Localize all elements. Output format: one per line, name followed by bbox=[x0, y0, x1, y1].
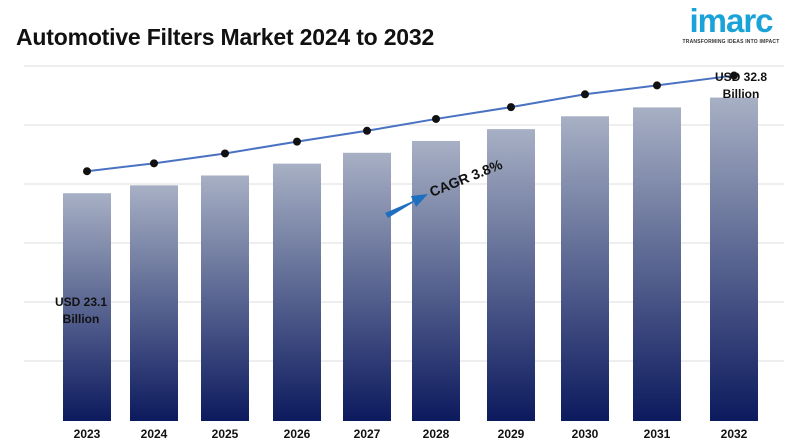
trend-point-2026 bbox=[293, 137, 301, 146]
trend-point-2024 bbox=[150, 159, 158, 168]
bar-2029 bbox=[487, 129, 535, 421]
x-tick-label-2026: 2026 bbox=[284, 427, 311, 439]
start-value-unit: Billion bbox=[62, 312, 100, 326]
trend-point-2031 bbox=[653, 81, 661, 90]
start-value-callout: USD 23.1 Billion bbox=[46, 294, 116, 328]
x-tick-label-2031: 2031 bbox=[644, 427, 671, 439]
bar-2023 bbox=[63, 193, 111, 421]
bar-2031 bbox=[633, 107, 681, 422]
trend-point-2023 bbox=[83, 167, 91, 176]
trend-point-2032 bbox=[730, 71, 738, 80]
x-tick-label-2027: 2027 bbox=[354, 427, 381, 439]
x-tick-label-2024: 2024 bbox=[141, 427, 168, 439]
bars bbox=[63, 97, 758, 422]
start-value-amount: USD 23.1 bbox=[54, 295, 108, 309]
bar-2032 bbox=[710, 97, 758, 422]
trend-line-group bbox=[83, 71, 738, 176]
chart-title: Automotive Filters Market 2024 to 2032 bbox=[16, 24, 435, 50]
imarc-logo: imarc TRANSFORMING IDEAS INTO IMPACT bbox=[682, 4, 780, 50]
bar-2027 bbox=[343, 152, 391, 421]
x-tick-label-2030: 2030 bbox=[572, 427, 599, 439]
bar-2028 bbox=[412, 140, 460, 421]
x-tick-label-2032: 2032 bbox=[721, 427, 748, 439]
x-tick-label-2028: 2028 bbox=[423, 427, 450, 439]
bar-2024 bbox=[130, 185, 178, 421]
end-value-unit: Billion bbox=[722, 87, 760, 101]
logo-wordmark: imarc bbox=[689, 2, 773, 39]
end-value-callout: USD 32.8 Billion bbox=[706, 69, 776, 103]
bar-2025 bbox=[201, 175, 249, 421]
logo-tagline: TRANSFORMING IDEAS INTO IMPACT bbox=[682, 39, 780, 45]
x-axis-tick-labels: 2023 2024 2025 2026 2027 2028 2029 2030 2031 2032 bbox=[74, 427, 748, 439]
trend-point-2028 bbox=[432, 114, 440, 123]
x-tick-label-2029: 2029 bbox=[498, 427, 525, 439]
x-tick-label-2023: 2023 bbox=[74, 427, 101, 439]
trend-point-2025 bbox=[221, 149, 229, 158]
trend-point-2027 bbox=[363, 126, 371, 135]
cagr-arrow-icon bbox=[385, 194, 428, 218]
end-value-amount: USD 32.8 bbox=[714, 70, 768, 84]
bar-2030 bbox=[561, 116, 609, 422]
x-tick-label-2025: 2025 bbox=[212, 427, 239, 439]
bar-2026 bbox=[273, 163, 321, 421]
trend-line bbox=[86, 74, 735, 173]
trend-point-2029 bbox=[507, 103, 515, 112]
trend-point-2030 bbox=[581, 90, 589, 99]
